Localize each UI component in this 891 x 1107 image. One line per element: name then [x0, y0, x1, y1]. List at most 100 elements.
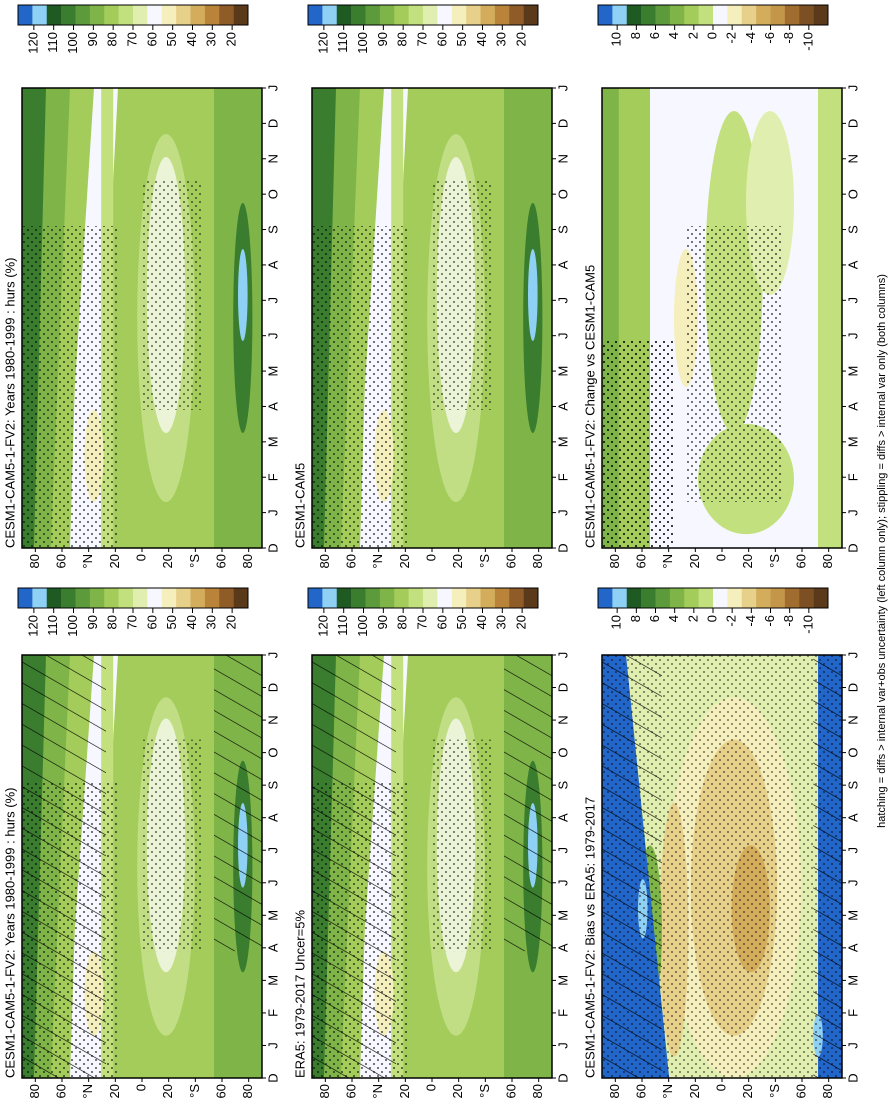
month-label: A	[265, 943, 280, 952]
lat-tick-label: 20	[450, 1084, 465, 1098]
colorbar-tick-label: 50	[164, 32, 179, 46]
colorbar-tick-label: -8	[781, 615, 796, 627]
colorbar-tick-label: 90	[85, 32, 100, 46]
month-label: O	[265, 189, 280, 199]
month-label: A	[555, 260, 570, 269]
panel	[312, 88, 552, 548]
colorbar-cell	[480, 5, 496, 25]
month-label: J	[845, 652, 860, 659]
colorbar-cell	[598, 588, 613, 608]
colorbar-cell	[756, 588, 771, 608]
lat-tick-label: 20	[107, 1084, 122, 1098]
colorbar-tick-label: 70	[124, 32, 139, 46]
month-label: M	[265, 436, 280, 447]
colorbar-cell	[46, 588, 62, 608]
month-label: D	[845, 683, 860, 692]
colorbar-tick-label: 90	[85, 615, 100, 629]
colorbar-tick-label: -10	[800, 32, 815, 51]
colorbar-cell	[176, 5, 191, 25]
colorbar-cell	[741, 5, 757, 25]
colorbar-cell	[641, 5, 656, 25]
month-label: A	[555, 402, 570, 411]
colorbar-tick-label: 120	[25, 32, 40, 54]
colorbar-tick-label: 6	[647, 32, 662, 39]
colorbar-tick-label: 8	[628, 32, 643, 39]
colorbar-cell	[308, 5, 323, 25]
colorbar-cell	[509, 588, 524, 608]
colorbar-cell	[799, 588, 814, 608]
month-label: F	[555, 473, 570, 481]
colorbar-tick-label: -6	[762, 615, 777, 627]
colorbar-cell	[626, 588, 642, 608]
lat-tick-label: 80	[240, 554, 255, 568]
colorbar-cell	[336, 588, 352, 608]
colorbar-cell	[437, 588, 453, 608]
month-label: J	[555, 332, 570, 339]
month-label: O	[845, 748, 860, 758]
month-label: M	[845, 975, 860, 986]
colorbar-cell	[494, 5, 510, 25]
colorbar-cell	[408, 5, 424, 25]
month-label: A	[265, 260, 280, 269]
lat-tick-label: 60	[633, 1084, 648, 1098]
colorbar-cell	[698, 588, 714, 608]
lat-tick-label: 80	[820, 1084, 835, 1098]
lat-tick-label: °S	[477, 554, 492, 568]
colorbar-cell	[784, 588, 800, 608]
colorbar-cell	[147, 5, 163, 25]
month-label: M	[265, 366, 280, 377]
month-label: J	[265, 847, 280, 854]
lat-tick-label: 80	[607, 554, 622, 568]
month-label: M	[845, 436, 860, 447]
colorbar-tick-label: 110	[45, 32, 60, 53]
colorbar-cell	[204, 588, 220, 608]
colorbar-tick-label: 100	[65, 615, 80, 637]
colorbar-cell	[365, 588, 381, 608]
month-label: M	[555, 366, 570, 377]
colorbar-cell	[118, 5, 134, 25]
colorbar-tick-label: 40	[184, 32, 199, 46]
colorbar-tick-label: 90	[375, 615, 390, 629]
lat-tick-label: 60	[793, 1084, 808, 1098]
colorbar-cell	[118, 588, 134, 608]
lat-tick-label: 80	[530, 554, 545, 568]
colorbar-tick-label: 70	[414, 615, 429, 629]
month-label: J	[845, 509, 860, 516]
colorbar-cell	[813, 588, 829, 608]
colorbar-tick-label: 2	[685, 615, 700, 622]
month-label: M	[555, 975, 570, 986]
colorbar-cell	[655, 5, 671, 25]
colorbar-tick-label: 20	[514, 32, 529, 46]
lat-tick-label: 20	[397, 554, 412, 568]
colorbar-cell	[219, 588, 234, 608]
month-label: J	[265, 297, 280, 304]
colorbar-tick-label: 30	[494, 32, 509, 46]
month-label: M	[265, 910, 280, 921]
month-label: N	[265, 154, 280, 163]
colorbar-cell	[46, 5, 62, 25]
lat-tick-label: 0	[423, 554, 438, 561]
colorbar-cell	[75, 5, 91, 25]
colorbar-cell	[61, 5, 76, 25]
lat-tick-label: 60	[343, 554, 358, 568]
colorbar-cell	[32, 5, 48, 25]
lat-tick-label: 60	[343, 1084, 358, 1098]
panel	[602, 88, 842, 548]
month-label: M	[845, 910, 860, 921]
colorbar-tick-label: 40	[474, 615, 489, 629]
lat-tick-label: 60	[53, 1084, 68, 1098]
month-label: J	[265, 880, 280, 887]
colorbar-tick-label: 90	[375, 32, 390, 46]
month-label: J	[555, 85, 570, 92]
colorbar-tick-label: 120	[25, 615, 40, 637]
colorbar-cell	[336, 5, 352, 25]
colorbar-tick-label: 70	[414, 32, 429, 46]
colorbar-tick-label: 10	[609, 32, 624, 46]
colorbar-tick-label: 20	[224, 32, 239, 46]
month-label: O	[555, 748, 570, 758]
colorbar-cell	[219, 5, 234, 25]
colorbar-cell	[684, 5, 699, 25]
month-label: J	[265, 652, 280, 659]
colorbar-cell	[18, 588, 33, 608]
colorbar-tick-label: -8	[781, 32, 796, 44]
